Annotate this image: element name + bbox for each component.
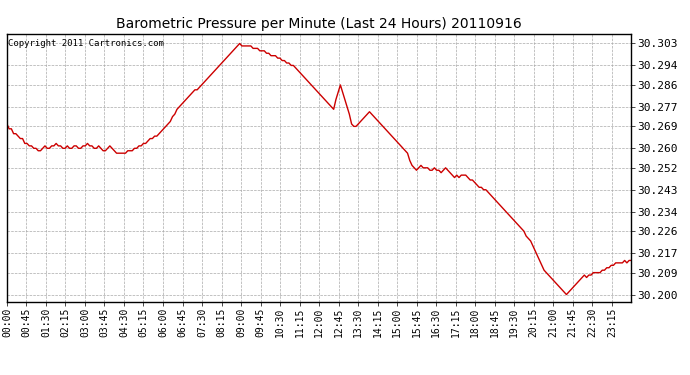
Text: Copyright 2011 Cartronics.com: Copyright 2011 Cartronics.com xyxy=(8,39,164,48)
Title: Barometric Pressure per Minute (Last 24 Hours) 20110916: Barometric Pressure per Minute (Last 24 … xyxy=(116,17,522,31)
